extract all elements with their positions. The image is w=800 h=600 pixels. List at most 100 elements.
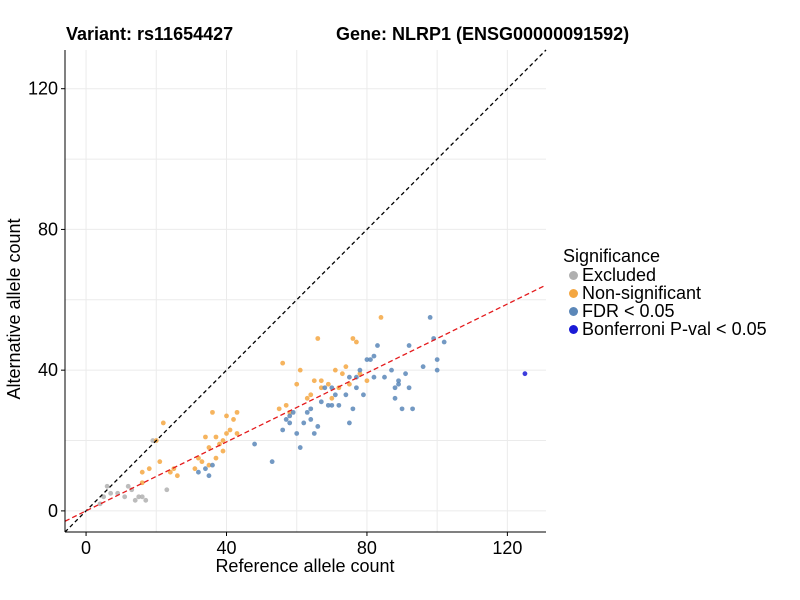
legend-item-fdr: FDR < 0.05 (563, 302, 767, 320)
point-excluded (125, 483, 131, 489)
point-non-significant (217, 441, 222, 447)
point-non-significant (315, 336, 321, 341)
point-fdr (399, 406, 405, 412)
point-fdr (346, 420, 352, 426)
point-excluded (108, 490, 114, 496)
point-non-significant (297, 367, 303, 373)
point-fdr (382, 374, 387, 380)
point-fdr (410, 406, 415, 412)
point-fdr (364, 357, 370, 363)
point-non-significant (234, 409, 240, 415)
point-non-significant (350, 336, 356, 341)
legend-label-excluded: Excluded (582, 265, 657, 285)
point-fdr (354, 385, 359, 391)
legend-key-excluded (569, 270, 578, 280)
point-excluded (122, 494, 128, 500)
reference-line-y-equals-x (64, 49, 547, 533)
point-non-significant (343, 364, 349, 370)
chart-title-gene: Gene: NLRP1 (ENSG00000091592) (336, 24, 630, 44)
y-tick-label: 120 (28, 79, 58, 99)
point-non-significant (199, 459, 205, 465)
point-fdr (322, 385, 328, 391)
point-non-significant (157, 459, 163, 465)
point-bonferroni (522, 371, 528, 377)
point-non-significant (174, 473, 180, 479)
point-fdr (361, 392, 366, 398)
point-non-significant (339, 371, 345, 377)
point-non-significant (308, 392, 314, 398)
point-excluded (101, 494, 107, 500)
point-fdr (325, 402, 331, 408)
tick-labels: 0 40 80 120 0 40 80 120 (28, 79, 522, 558)
point-excluded (139, 494, 145, 500)
point-non-significant (206, 462, 212, 468)
point-excluded (132, 497, 138, 503)
point-fdr (406, 343, 412, 348)
y-tick-label: 80 (38, 219, 58, 239)
point-non-significant (329, 395, 335, 401)
fit-line (64, 284, 547, 522)
point-non-significant (280, 360, 286, 366)
grid-lines (65, 50, 546, 532)
point-fdr (290, 409, 296, 415)
point-non-significant (206, 445, 212, 450)
point-fdr (308, 417, 314, 422)
point-non-significant (213, 434, 219, 440)
point-non-significant (213, 455, 219, 461)
point-fdr (403, 371, 408, 377)
point-fdr (252, 441, 257, 447)
point-non-significant (318, 385, 324, 391)
data-points (97, 314, 528, 507)
point-non-significant (346, 381, 352, 387)
point-fdr (389, 367, 394, 373)
point-fdr (329, 402, 335, 408)
point-fdr (375, 343, 380, 348)
point-fdr (392, 385, 398, 391)
legend-label-fdr: FDR < 0.05 (582, 301, 675, 321)
axes (64, 50, 546, 533)
x-tick-label: 0 (81, 538, 91, 558)
point-fdr (315, 424, 321, 429)
point-non-significant (231, 417, 236, 422)
point-fdr (294, 431, 300, 436)
point-fdr (332, 392, 338, 398)
legend-key-bonferroni (569, 324, 578, 334)
legend-item-bonferroni: Bonferroni P-val < 0.05 (563, 320, 767, 338)
x-tick-label: 40 (216, 538, 236, 558)
legend-key-fdr (569, 306, 578, 316)
point-fdr (280, 427, 286, 433)
legend: Significance Excluded Non-significant FD… (563, 246, 767, 338)
point-fdr (427, 314, 433, 320)
legend-key-non-significant (569, 288, 578, 298)
point-non-significant (332, 367, 338, 373)
point-non-significant (234, 431, 240, 436)
point-non-significant (224, 431, 229, 436)
point-fdr (203, 466, 208, 472)
chart-title-variant: Variant: rs11654427 (66, 24, 234, 44)
x-axis-title: Reference allele count (215, 556, 394, 576)
point-excluded (136, 494, 142, 500)
point-non-significant (210, 409, 215, 415)
x-tick-label: 120 (492, 538, 522, 558)
point-excluded (164, 487, 170, 493)
point-fdr (318, 399, 324, 405)
point-non-significant (354, 339, 359, 345)
point-non-significant (139, 469, 145, 475)
point-non-significant (160, 420, 166, 426)
legend-label-non-significant: Non-significant (582, 283, 702, 303)
point-non-significant (220, 438, 226, 443)
point-fdr (371, 353, 377, 359)
point-fdr (304, 409, 310, 415)
legend-item-excluded: Excluded (563, 266, 767, 284)
y-tick-label: 0 (48, 501, 58, 521)
y-tick-label: 40 (38, 360, 58, 380)
point-fdr (346, 374, 352, 380)
point-fdr (336, 402, 342, 408)
point-fdr (301, 420, 307, 426)
point-excluded (150, 438, 156, 443)
point-fdr (441, 339, 447, 345)
point-fdr (196, 469, 201, 475)
point-fdr (406, 385, 412, 391)
point-non-significant (192, 466, 198, 472)
point-fdr (287, 413, 293, 419)
